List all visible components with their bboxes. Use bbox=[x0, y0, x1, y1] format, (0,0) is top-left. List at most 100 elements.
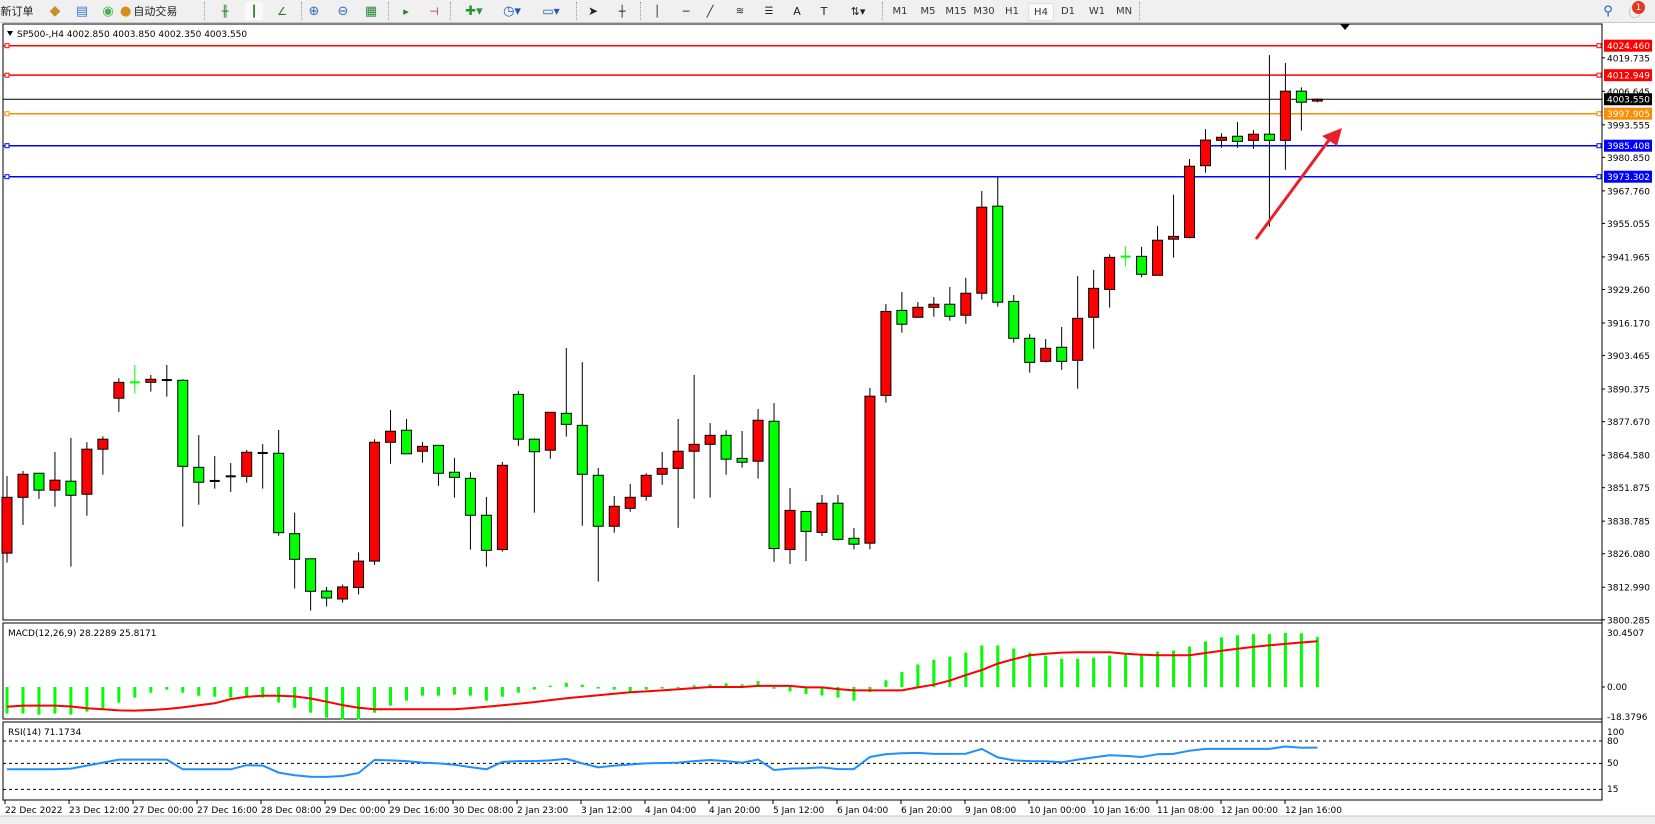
timeframe-d1[interactable]: D1 bbox=[1060, 5, 1076, 17]
macd-histogram-bar bbox=[500, 687, 504, 697]
candle-body bbox=[241, 451, 253, 477]
macd-histogram-bar bbox=[532, 687, 536, 690]
horizontal-line-icon[interactable]: ─ bbox=[682, 4, 690, 18]
time-label: 6 Jan 04:00 bbox=[837, 806, 889, 816]
signals-icon[interactable]: ◉ bbox=[102, 3, 114, 19]
candle bbox=[560, 348, 572, 437]
data-window-icon[interactable]: ▤ bbox=[75, 3, 89, 19]
arrows-icon[interactable]: ⇅▾ bbox=[850, 4, 866, 18]
price-label: 3877.670 bbox=[1607, 418, 1650, 428]
macd-histogram-bar bbox=[676, 687, 680, 688]
vertical-line-icon[interactable]: │ bbox=[653, 4, 661, 18]
price-tag-label: 3985.408 bbox=[1607, 142, 1650, 152]
candle bbox=[592, 467, 604, 582]
collapse-triangle-icon[interactable] bbox=[7, 31, 13, 36]
search-icon[interactable]: ⚲ bbox=[1603, 3, 1613, 19]
candle bbox=[512, 391, 524, 446]
rsi-axis-100: 100 bbox=[1607, 728, 1624, 738]
crosshair-icon[interactable]: ┼ bbox=[618, 4, 626, 18]
macd-histogram-bar bbox=[948, 656, 952, 687]
candle-body bbox=[401, 429, 412, 455]
candle bbox=[864, 387, 876, 550]
candle-body bbox=[1008, 300, 1020, 339]
macd-histogram-bar bbox=[1076, 658, 1080, 687]
candle bbox=[401, 418, 412, 455]
macd-histogram-bar bbox=[229, 687, 233, 698]
notification-button[interactable]: ◯ 1 bbox=[1622, 1, 1648, 20]
candle bbox=[225, 463, 236, 492]
macd-histogram-bar bbox=[1188, 646, 1192, 687]
macd-histogram-bar bbox=[820, 687, 824, 696]
time-label: 12 Jan 00:00 bbox=[1221, 806, 1278, 816]
candle bbox=[49, 451, 61, 507]
auto-trading-button[interactable]: ● 自动交易 bbox=[120, 2, 196, 20]
price-tag bbox=[1604, 170, 1652, 183]
macd-histogram-bar bbox=[1060, 658, 1064, 687]
candle-body bbox=[1311, 98, 1323, 102]
zoom-out-icon[interactable]: ⊖ bbox=[337, 3, 349, 19]
macd-histogram-bar bbox=[980, 645, 984, 687]
macd-histogram-bar bbox=[1028, 652, 1032, 687]
line-chart-icon[interactable]: ∠ bbox=[277, 4, 287, 18]
candle-body bbox=[1184, 165, 1196, 238]
text-icon[interactable]: A bbox=[793, 4, 801, 18]
timeframe-h1[interactable]: H1 bbox=[1005, 5, 1019, 17]
price-label: 3955.055 bbox=[1607, 220, 1650, 230]
price-label: 4006.645 bbox=[1607, 88, 1650, 98]
fibonacci-expansion-icon[interactable]: ≋ bbox=[735, 5, 745, 17]
candle-body bbox=[896, 309, 908, 325]
macd-histogram-bar bbox=[516, 687, 520, 693]
chart-shift-icon[interactable]: ⊣ bbox=[429, 4, 439, 18]
macd-histogram-bar bbox=[21, 687, 25, 714]
candle bbox=[672, 418, 684, 528]
candle-body bbox=[448, 471, 460, 478]
timeframe-m30[interactable]: M30 bbox=[973, 5, 995, 17]
macd-histogram-bar bbox=[1092, 657, 1096, 687]
time-label: 12 Jan 16:00 bbox=[1285, 806, 1342, 816]
templates-icon[interactable]: ▭▾ bbox=[542, 4, 560, 18]
candle bbox=[480, 497, 492, 567]
macd-histogram-bar bbox=[772, 687, 776, 689]
time-label: 10 Jan 00:00 bbox=[1029, 806, 1086, 816]
macd-histogram-bar bbox=[149, 687, 153, 693]
tile-windows-icon[interactable]: ▦ bbox=[364, 3, 378, 19]
cursor-icon[interactable]: ➤ bbox=[587, 4, 599, 18]
candlestick-icon[interactable]: ┃ bbox=[245, 2, 263, 20]
timeframe-h4[interactable]: H4 bbox=[1028, 3, 1054, 21]
macd-label: MACD(12,26,9) 28.2289 25.8171 bbox=[8, 629, 157, 639]
candle bbox=[1279, 63, 1291, 170]
timeframe-mn[interactable]: MN bbox=[1115, 5, 1133, 17]
line-handle-left-icon bbox=[4, 143, 10, 149]
candle bbox=[289, 512, 301, 589]
line-handle-left-icon bbox=[4, 174, 10, 180]
toolbar-separator bbox=[576, 2, 578, 20]
chart-shift-marker-icon[interactable] bbox=[1340, 24, 1350, 30]
periods-icon[interactable]: ◷▾ bbox=[503, 3, 521, 19]
orders-icon[interactable]: ◆ bbox=[49, 3, 61, 19]
autoscroll-icon[interactable]: ▸ bbox=[403, 4, 409, 18]
candle-body bbox=[864, 395, 876, 544]
timeframe-m5[interactable]: M5 bbox=[920, 5, 936, 17]
bar-chart-icon[interactable]: ╫ bbox=[221, 4, 229, 18]
trendline-icon[interactable]: ╱ bbox=[706, 4, 714, 18]
candle-body bbox=[528, 438, 540, 453]
candle-body bbox=[65, 480, 77, 496]
candle bbox=[113, 378, 125, 412]
indicators-icon[interactable]: ✚▾ bbox=[465, 3, 483, 19]
arrow-annotation[interactable] bbox=[1254, 128, 1342, 240]
macd-histogram-bar bbox=[261, 687, 265, 698]
timeframe-m1[interactable]: M1 bbox=[892, 5, 908, 17]
fibonacci-fan-icon[interactable]: ☰ bbox=[764, 5, 774, 17]
timeframe-m15[interactable]: M15 bbox=[945, 5, 967, 17]
price-label: 3826.080 bbox=[1607, 550, 1650, 560]
text-label-icon[interactable]: T bbox=[820, 4, 828, 18]
macd-histogram-bar bbox=[37, 687, 41, 715]
new-order-button[interactable]: 新订单 bbox=[0, 2, 34, 20]
candle bbox=[928, 297, 940, 317]
candle bbox=[448, 457, 460, 498]
zoom-in-icon[interactable]: ⊕ bbox=[308, 3, 320, 19]
macd-histogram-bar bbox=[341, 687, 345, 720]
timeframe-w1[interactable]: W1 bbox=[1088, 5, 1106, 17]
price-tag-label: 4024.460 bbox=[1607, 42, 1650, 52]
